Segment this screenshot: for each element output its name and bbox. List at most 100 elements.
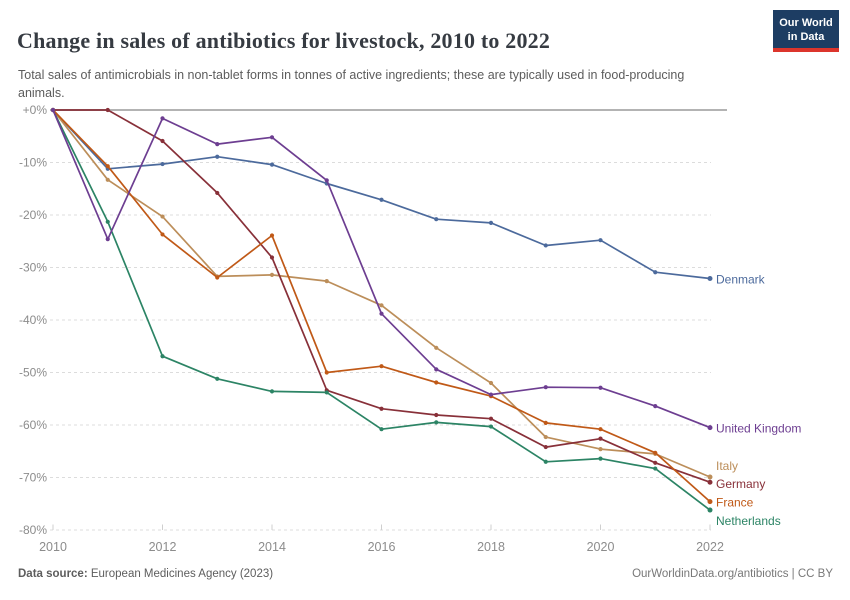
- x-tick-label: 2020: [587, 540, 615, 554]
- data-point-netherlands-2015: [324, 390, 329, 395]
- data-point-netherlands-2022: [707, 507, 713, 513]
- owid-logo-line1: Our World: [779, 17, 833, 29]
- data-point-united-kingdom-2021: [653, 404, 658, 409]
- data-point-united-kingdom-2014: [269, 135, 275, 140]
- data-point-united-kingdom-2022: [707, 425, 713, 431]
- x-tick-label: 2016: [368, 540, 396, 554]
- series-line-united-kingdom[interactable]: [52, 109, 711, 429]
- data-source-note: Data source: European Medicines Agency (…: [18, 568, 273, 580]
- series-label-france[interactable]: France: [716, 496, 754, 510]
- y-tick-label: -50%: [19, 366, 47, 380]
- data-point-united-kingdom-2016: [379, 311, 384, 316]
- data-point-netherlands-2018: [488, 424, 494, 429]
- data-point-united-kingdom-2012: [160, 116, 165, 121]
- series-label-united-kingdom[interactable]: United Kingdom: [716, 422, 801, 436]
- data-point-france-2020: [598, 427, 603, 432]
- data-source-value: European Medicines Agency (2023): [87, 568, 274, 580]
- data-point-italy-2014: [269, 272, 275, 277]
- y-tick-label: -60%: [19, 418, 47, 432]
- series-label-denmark[interactable]: Denmark: [716, 273, 766, 287]
- data-point-germany-2012: [160, 138, 165, 144]
- x-tick-label: 2018: [477, 540, 505, 554]
- data-point-netherlands-2012: [160, 354, 165, 359]
- data-point-netherlands-2013: [215, 376, 220, 381]
- data-point-france-2011: [105, 164, 110, 169]
- data-point-italy-2016: [379, 303, 384, 308]
- data-point-germany-2019: [543, 444, 548, 450]
- data-point-france-2014: [269, 233, 275, 238]
- series-label-netherlands[interactable]: Netherlands: [716, 514, 781, 528]
- data-point-denmark-2020: [598, 238, 603, 243]
- owid-logo: Our World in Data: [773, 10, 839, 52]
- credit-link[interactable]: OurWorldinData.org/antibiotics | CC BY: [632, 568, 833, 580]
- data-point-netherlands-2019: [543, 459, 548, 464]
- y-tick-label: +0%: [23, 103, 48, 117]
- data-point-denmark-2019: [543, 243, 548, 248]
- data-point-united-kingdom-2020: [598, 385, 603, 390]
- data-point-denmark-2014: [269, 162, 275, 167]
- data-point-united-kingdom-2018: [488, 392, 494, 397]
- y-tick-label: -80%: [19, 523, 47, 537]
- x-tick-label: 2012: [149, 540, 177, 554]
- data-point-france-2022: [707, 499, 713, 505]
- data-point-germany-2016: [379, 406, 384, 411]
- page-title: Change in sales of antibiotics for lives…: [17, 27, 551, 53]
- data-point-italy-2018: [488, 380, 494, 386]
- data-point-united-kingdom-2017: [434, 367, 439, 372]
- chart-subtitle: Total sales of antimicrobials in non-tab…: [18, 67, 685, 101]
- y-tick-label: -40%: [19, 313, 47, 327]
- data-point-italy-2019: [543, 434, 548, 440]
- data-point-italy-2012: [160, 214, 165, 219]
- data-source-label: Data source:: [18, 568, 88, 580]
- data-point-denmark-2017: [434, 217, 439, 222]
- data-point-italy-2022: [707, 474, 713, 480]
- data-point-united-kingdom-2010: [50, 107, 56, 113]
- x-tick-label: 2022: [696, 540, 724, 554]
- data-point-germany-2021: [653, 460, 658, 465]
- x-tick-label: 2014: [258, 540, 286, 554]
- data-point-netherlands-2017: [434, 420, 439, 425]
- data-point-france-2021: [653, 450, 658, 455]
- series-label-germany[interactable]: Germany: [716, 477, 765, 491]
- y-tick-label: -70%: [19, 471, 47, 485]
- data-point-germany-2018: [488, 416, 494, 421]
- data-point-germany-2017: [434, 412, 439, 418]
- data-point-france-2013: [215, 275, 220, 280]
- data-point-france-2012: [160, 232, 165, 237]
- data-point-united-kingdom-2011: [105, 237, 110, 242]
- data-point-germany-2020: [598, 436, 603, 441]
- x-tick-label: 2010: [39, 540, 67, 554]
- data-point-italy-2015: [324, 279, 329, 284]
- y-tick-label: -10%: [19, 156, 47, 170]
- data-point-netherlands-2016: [379, 427, 384, 432]
- data-point-denmark-2012: [160, 161, 165, 167]
- data-point-denmark-2016: [379, 197, 384, 202]
- data-point-france-2016: [379, 364, 384, 369]
- owid-logo-line2: in Data: [787, 31, 825, 44]
- data-point-denmark-2021: [653, 270, 658, 275]
- data-point-italy-2017: [434, 345, 439, 350]
- data-point-netherlands-2020: [598, 456, 603, 461]
- data-point-denmark-2013: [215, 154, 220, 159]
- series-label-italy[interactable]: Italy: [716, 459, 738, 473]
- data-point-netherlands-2014: [269, 389, 275, 394]
- y-tick-label: -30%: [19, 261, 47, 275]
- data-point-france-2017: [434, 380, 439, 385]
- data-point-denmark-2018: [488, 220, 494, 225]
- data-point-united-kingdom-2015: [324, 178, 329, 183]
- data-point-germany-2011: [105, 107, 110, 113]
- data-point-netherlands-2021: [653, 466, 658, 471]
- data-point-denmark-2022: [707, 276, 713, 282]
- data-point-germany-2014: [269, 255, 275, 260]
- y-tick-label: -20%: [19, 208, 47, 222]
- data-point-united-kingdom-2013: [215, 142, 220, 147]
- data-point-france-2015: [324, 370, 329, 375]
- data-point-italy-2020: [598, 447, 603, 452]
- data-point-france-2019: [543, 420, 548, 425]
- data-point-germany-2022: [707, 479, 713, 485]
- data-point-italy-2011: [105, 177, 110, 182]
- data-point-germany-2013: [215, 190, 220, 196]
- data-point-united-kingdom-2019: [543, 385, 548, 390]
